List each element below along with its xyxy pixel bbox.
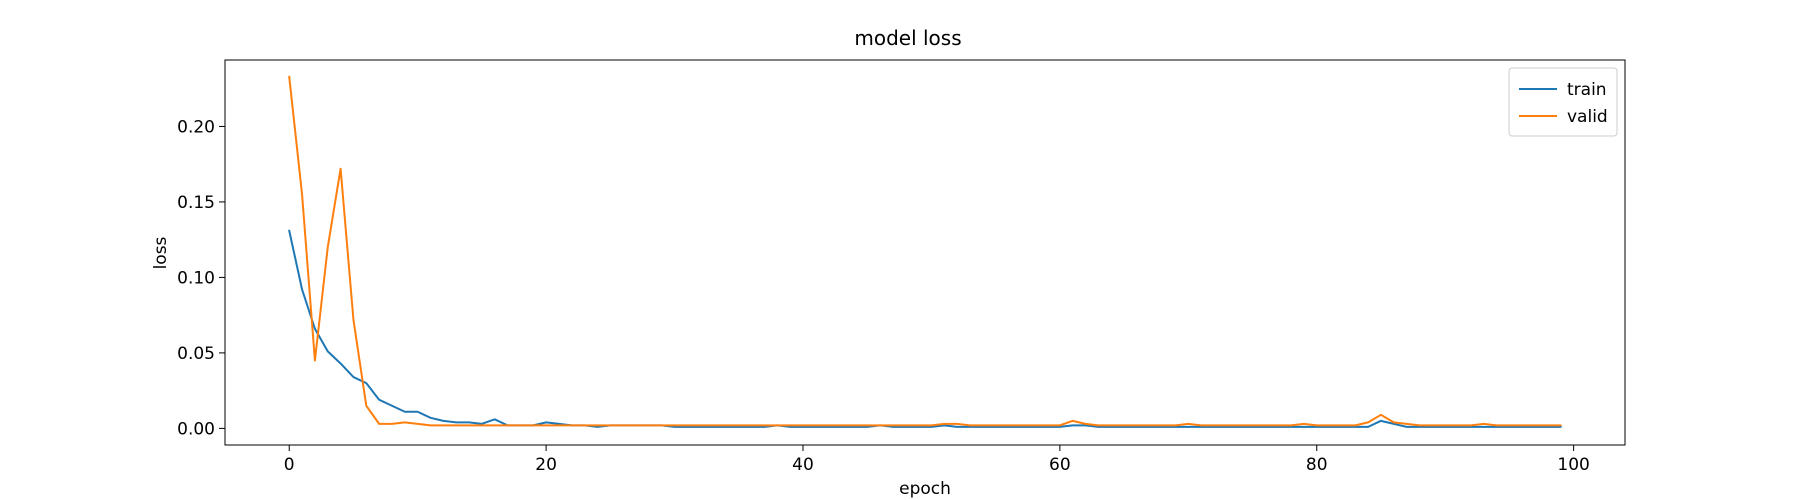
y-axis-title: loss [151, 236, 171, 269]
y-tick-label: 0.00 [177, 419, 215, 439]
x-tick-label: 20 [535, 455, 557, 475]
y-tick-label: 0.20 [177, 117, 215, 137]
legend-label-valid: valid [1567, 107, 1608, 127]
y-tick-label: 0.15 [177, 193, 215, 213]
y-tick-label: 0.10 [177, 268, 215, 288]
series-line-train [288, 229, 1562, 428]
y-axis: 0.00 0.05 0.10 0.15 0.20 [177, 117, 225, 439]
x-axis-title: epoch [899, 479, 951, 499]
x-tick-label: 40 [792, 455, 814, 475]
plot-area [225, 60, 1625, 445]
y-tick-label: 0.05 [177, 344, 215, 364]
series-layer [288, 75, 1562, 428]
x-tick-label: 60 [1049, 455, 1071, 475]
legend-box [1508, 67, 1618, 137]
x-tick-label: 80 [1306, 455, 1328, 475]
chart-title: model loss [854, 26, 961, 50]
plot-frame [224, 59, 1626, 446]
x-axis: 0 20 40 60 80 100 [284, 445, 1590, 475]
legend-label-train: train [1567, 80, 1607, 100]
x-tick-label: 0 [284, 455, 295, 475]
series-line-valid [288, 75, 1562, 427]
x-tick-label: 100 [1557, 455, 1589, 475]
legend: train valid [1508, 67, 1618, 137]
